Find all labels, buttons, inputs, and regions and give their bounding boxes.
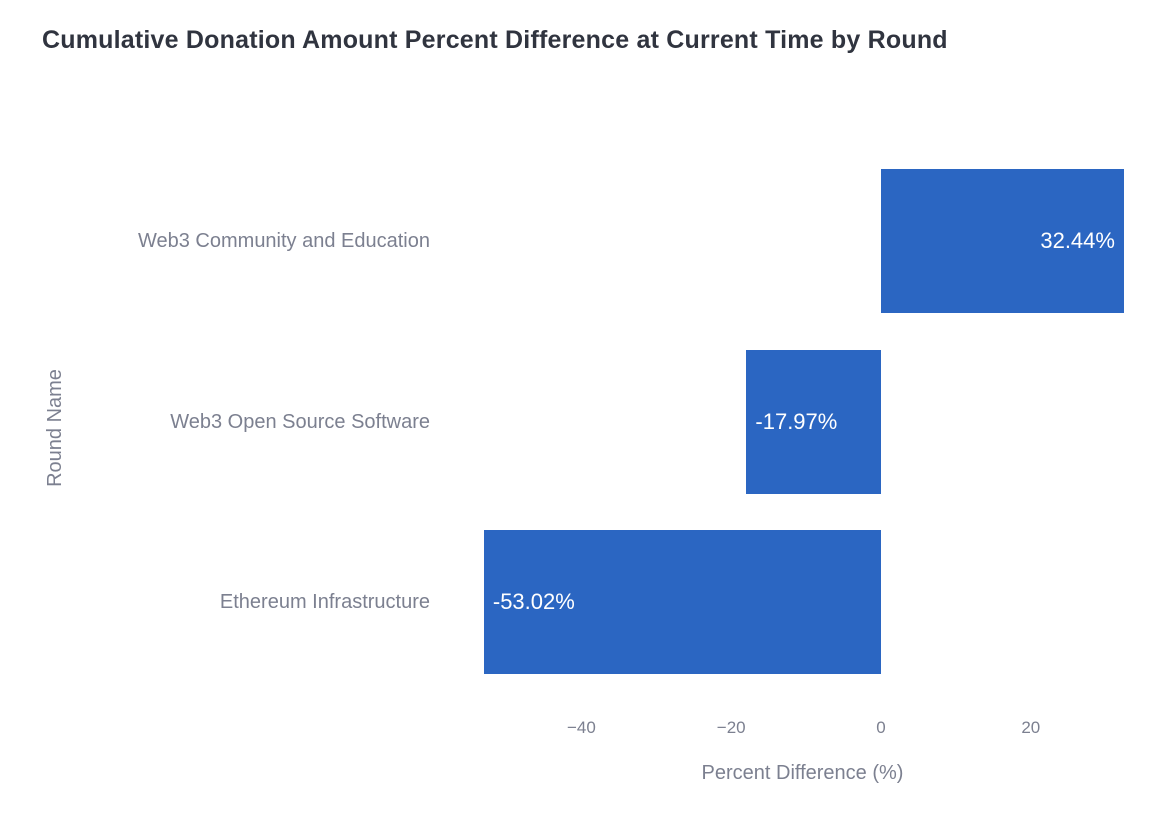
bar-value-label: 32.44%	[1040, 228, 1115, 253]
x-tick-label: 0	[876, 718, 886, 737]
bar[interactable]: -17.97%	[746, 349, 881, 494]
x-tick-label: 20	[1021, 718, 1041, 737]
bar[interactable]: -53.02%	[483, 530, 881, 674]
category-label: Ethereum Infrastructure	[219, 591, 430, 613]
x-tick-label: −20	[716, 718, 746, 737]
x-tick-label: −40	[566, 718, 596, 737]
category-label: Web3 Community and Education	[137, 230, 430, 252]
chart-title: Cumulative Donation Amount Percent Diffe…	[42, 26, 948, 54]
category-label: Web3 Open Source Software	[170, 410, 430, 433]
y-axis-title: Round Name	[44, 369, 66, 487]
x-axis-title: Percent Difference (%)	[701, 762, 904, 784]
bar-value-label: -53.02%	[492, 589, 575, 614]
bar-value-label: -17.97%	[755, 408, 838, 434]
bar[interactable]: 32.44%	[881, 169, 1124, 313]
